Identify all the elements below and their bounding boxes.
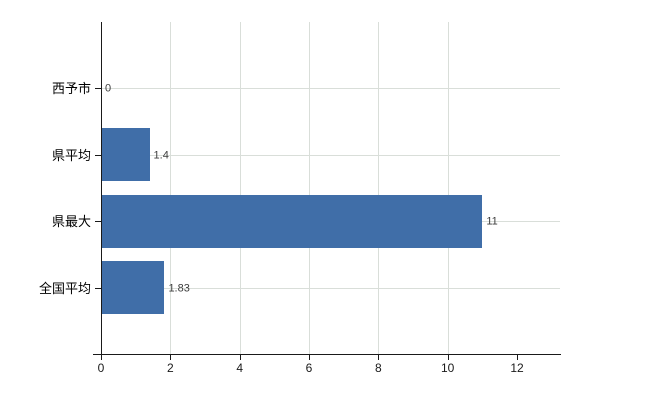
x-tick (447, 354, 449, 360)
x-tick (239, 354, 241, 360)
bar (102, 194, 482, 248)
category-tick (95, 88, 101, 90)
x-tick (378, 354, 380, 360)
value-label: 0 (105, 82, 112, 95)
x-tick-label: 6 (305, 361, 313, 375)
y-gridline (101, 154, 560, 156)
category-label: 西予市 (51, 81, 91, 97)
category-tick (95, 221, 101, 223)
x-tick (170, 354, 172, 360)
category-label: 県平均 (51, 147, 91, 163)
value-label: 1.4 (153, 149, 169, 162)
x-tick-label: 12 (510, 361, 524, 375)
x-tick (101, 354, 102, 360)
x-gridline (170, 22, 172, 354)
plot-top-border (101, 22, 560, 23)
category-label: 県最大 (51, 214, 91, 230)
x-tick (517, 354, 518, 360)
x-tick-label: 0 (97, 361, 105, 375)
y-axis (101, 22, 102, 355)
value-label: 1.83 (168, 282, 190, 295)
category-tick (95, 287, 101, 289)
x-gridline (309, 22, 310, 354)
category-label: 全国平均 (38, 280, 91, 296)
x-tick-label: 8 (374, 361, 382, 375)
category-tick (95, 154, 101, 156)
x-tick-label: 2 (166, 361, 174, 375)
bar (102, 128, 150, 182)
y-gridline (101, 287, 560, 289)
bar (102, 261, 164, 315)
x-tick-label: 10 (440, 361, 455, 375)
x-tick-label: 4 (236, 361, 243, 375)
y-gridline (101, 88, 560, 90)
x-axis (93, 354, 561, 355)
x-gridline (378, 22, 380, 354)
x-tick (309, 354, 310, 360)
value-label: 11 (486, 215, 498, 228)
x-gridline (447, 22, 449, 354)
x-gridline (239, 22, 241, 354)
x-gridline (517, 22, 518, 354)
